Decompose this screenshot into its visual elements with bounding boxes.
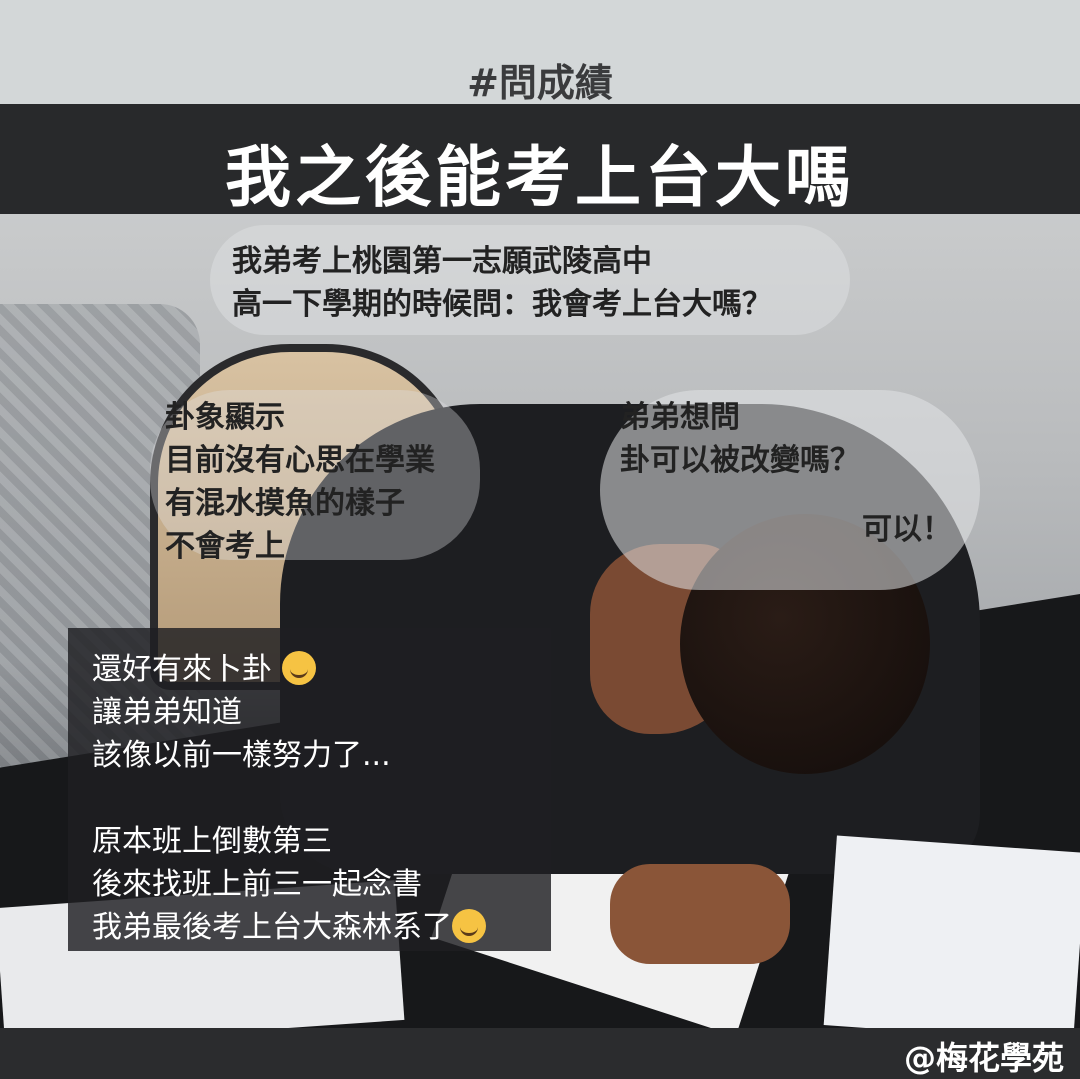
left-cloud bbox=[150, 390, 480, 560]
answer-text: 可以！ bbox=[862, 512, 952, 547]
page-title: 我之後能考上台大嗎 bbox=[225, 139, 855, 216]
result-line: 卦象顯示 bbox=[165, 400, 285, 435]
story-line: 原本班上倒數第三 bbox=[92, 824, 332, 859]
title-bar bbox=[0, 104, 1080, 214]
smiling-face-with-hearts-icon bbox=[281, 651, 316, 685]
intro-text: 我弟考上桃園第一志願武陵高中 高一下學期的時候問：我會考上台大嗎？ bbox=[232, 240, 772, 326]
intro-cloud bbox=[210, 225, 850, 335]
question-line: 弟弟想問 bbox=[620, 400, 740, 435]
right-cloud bbox=[600, 390, 980, 590]
story-line: 後來找班上前三一起念書 bbox=[92, 867, 422, 902]
story-line: 我弟最後考上台大森林系了 bbox=[92, 910, 452, 945]
credit: @梅花學苑 bbox=[903, 1039, 1064, 1077]
reading-result-text: 卦象顯示 目前沒有心思在學業 有混水摸魚的樣子 不會考上 bbox=[165, 396, 435, 568]
story-line: 讓弟弟知道 bbox=[92, 695, 242, 730]
spacer bbox=[92, 777, 486, 820]
story-text: 還好有來卜卦 讓弟弟知道 該像以前一樣努力了... 原本班上倒數第三 後來找班上… bbox=[92, 648, 486, 949]
intro-line: 高一下學期的時候問：我會考上台大嗎？ bbox=[232, 287, 772, 322]
result-line: 不會考上 bbox=[165, 529, 285, 564]
story-line: 該像以前一樣努力了... bbox=[92, 738, 391, 773]
paper-right bbox=[823, 835, 1080, 1028]
story-box bbox=[68, 628, 551, 951]
footer-bar bbox=[0, 1028, 1080, 1077]
student-hand bbox=[610, 864, 790, 964]
result-line: 有混水摸魚的樣子 bbox=[165, 486, 405, 521]
question-line: 卦可以被改變嗎？ bbox=[620, 443, 860, 478]
question-text: 弟弟想問 卦可以被改變嗎？ bbox=[620, 396, 860, 482]
grinning-squinting-face-icon bbox=[452, 909, 486, 943]
header-top-band bbox=[0, 0, 1080, 104]
hashtag: #問成績 bbox=[467, 61, 613, 105]
story-line: 還好有來卜卦 bbox=[92, 652, 272, 687]
intro-line: 我弟考上桃園第一志願武陵高中 bbox=[232, 244, 652, 279]
result-line: 目前沒有心思在學業 bbox=[165, 443, 435, 478]
